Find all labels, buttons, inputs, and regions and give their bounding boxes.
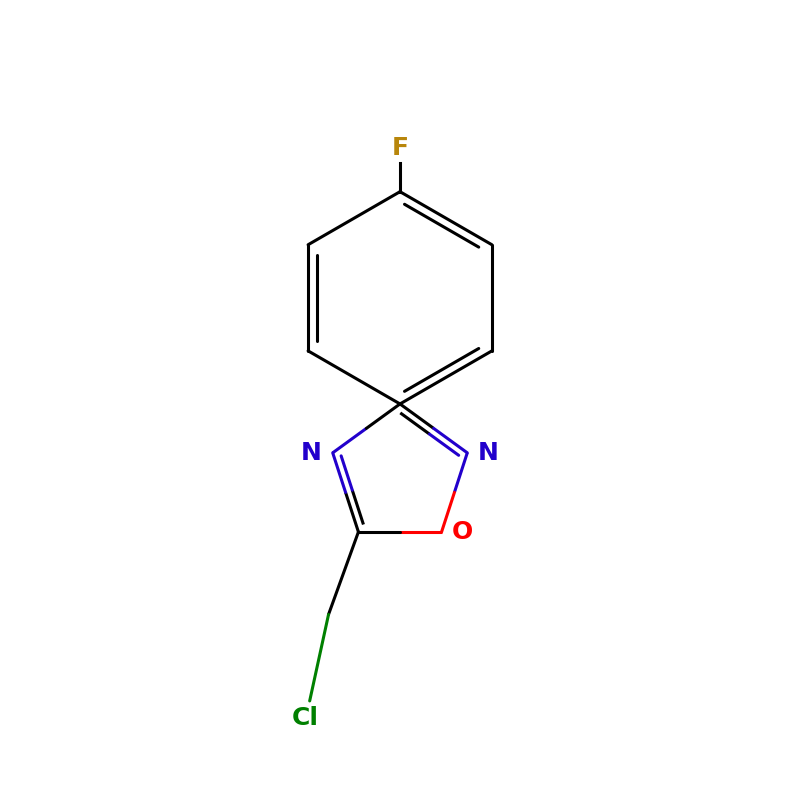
Text: O: O bbox=[452, 520, 474, 544]
Text: Cl: Cl bbox=[292, 706, 319, 730]
Text: N: N bbox=[301, 441, 322, 465]
Text: N: N bbox=[478, 441, 499, 465]
Text: F: F bbox=[391, 137, 409, 161]
